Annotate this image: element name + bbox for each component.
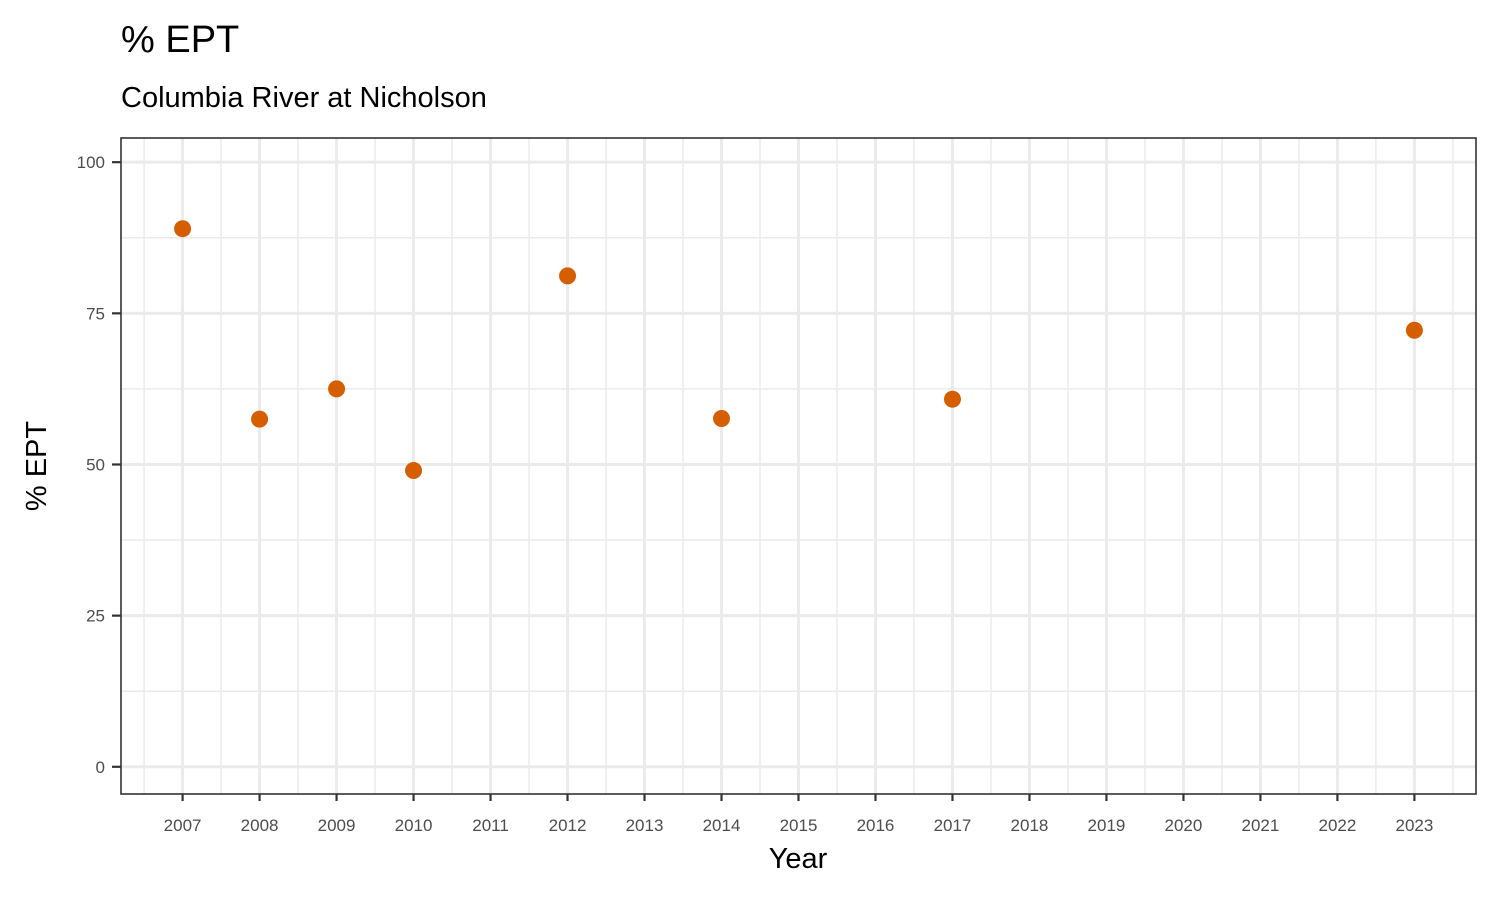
x-tick-label: 2015 xyxy=(780,816,818,835)
data-point xyxy=(251,410,269,428)
y-tick-label: 75 xyxy=(86,304,105,323)
x-tick-label: 2012 xyxy=(549,816,587,835)
x-tick-label: 2018 xyxy=(1011,816,1049,835)
data-point xyxy=(943,390,961,408)
data-point xyxy=(174,220,192,238)
data-point xyxy=(1405,321,1423,339)
y-tick-label: 100 xyxy=(77,153,105,172)
x-tick-label: 2016 xyxy=(857,816,895,835)
y-tick-label: 25 xyxy=(86,607,105,626)
data-point xyxy=(713,410,731,428)
data-point xyxy=(328,380,346,398)
x-tick-label: 2022 xyxy=(1319,816,1357,835)
x-tick-label: 2021 xyxy=(1242,816,1280,835)
x-tick-label: 2020 xyxy=(1165,816,1203,835)
x-tick-label: 2023 xyxy=(1395,816,1433,835)
axes-layer: 2007 2008 2009 2010 2011 2012 2013 2014 2015 2016… xyxy=(77,153,1434,835)
x-tick-label: 2009 xyxy=(318,816,356,835)
data-point xyxy=(405,462,423,480)
x-tick-label: 2008 xyxy=(241,816,279,835)
x-tick-label: 2014 xyxy=(703,816,741,835)
y-axis-title: % EPT xyxy=(21,421,53,512)
points-layer xyxy=(174,220,1423,480)
grid-layer xyxy=(121,138,1476,794)
x-tick-label: 2011 xyxy=(472,816,509,835)
x-tick-label: 2007 xyxy=(164,816,202,835)
data-point xyxy=(559,267,577,285)
x-tick-label: 2013 xyxy=(626,816,664,835)
chart-subtitle: Columbia River at Nicholson xyxy=(121,82,487,114)
x-tick-label: 2019 xyxy=(1088,816,1126,835)
x-tick-label: 2017 xyxy=(934,816,972,835)
y-tick-label: 0 xyxy=(96,758,105,777)
chart-title: % EPT xyxy=(121,19,239,61)
y-tick-label: 50 xyxy=(86,455,105,474)
x-tick-label: 2010 xyxy=(395,816,433,835)
x-axis-title: Year xyxy=(769,843,828,875)
